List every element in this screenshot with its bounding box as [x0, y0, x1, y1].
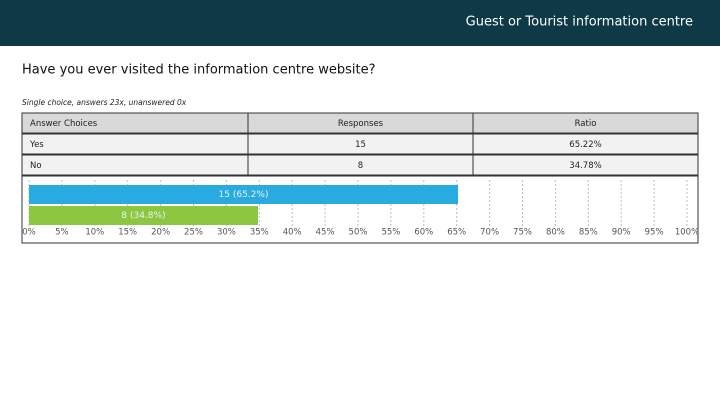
x-tick-label: 0% — [22, 228, 36, 238]
cell-text: No — [30, 161, 42, 171]
cell-text: 65.22% — [569, 140, 601, 150]
x-tick-label: 5% — [55, 228, 69, 238]
subtitle: Single choice, answers 23x, unanswered 0… — [22, 98, 187, 107]
cell-text: 8 — [358, 161, 363, 171]
x-tick-label: 10% — [85, 228, 104, 238]
question: Have you ever visited the information ce… — [22, 63, 375, 78]
table: Answer Choices Responses Ratio Yes 15 65.22% N… — [21, 112, 699, 176]
x-tick-label: 30% — [217, 228, 236, 238]
cell — [472, 133, 699, 155]
x-tick-label: 100% — [675, 228, 699, 238]
x-tick-label: 15% — [118, 228, 137, 238]
x-tick-label: 70% — [480, 228, 499, 238]
column-header: Responses — [338, 119, 384, 129]
x-tick-label: 85% — [579, 228, 598, 238]
x-tick-label: 60% — [414, 228, 433, 238]
column-header: Answer Choices — [30, 119, 98, 129]
header-title: Guest or Tourist information centre — [466, 15, 693, 30]
x-tick-label: 55% — [381, 228, 400, 238]
x-tick-label: 75% — [513, 228, 532, 238]
x-tick-label: 20% — [151, 228, 170, 238]
x-tick-label: 50% — [349, 228, 368, 238]
x-tick-label: 35% — [250, 228, 269, 238]
cell-text: 15 — [355, 140, 366, 150]
x-tick-label: 80% — [546, 228, 565, 238]
header-cell — [472, 112, 699, 134]
bar — [29, 185, 459, 204]
x-tick-label: 90% — [612, 228, 631, 238]
x-tick-label: 25% — [184, 228, 203, 238]
x-tick-label: 95% — [645, 228, 664, 238]
cell — [21, 154, 249, 176]
x-tick-label: 45% — [316, 228, 335, 238]
cell-text: Yes — [29, 140, 44, 150]
bar — [29, 206, 258, 225]
x-tick-label: 40% — [283, 228, 302, 238]
cell-text: 34.78% — [569, 161, 601, 171]
cell — [472, 154, 699, 176]
chart: 0% 5% 10% 15% 20% 25% 30% 35% 40% 45% 50% 55% 60% 65%… — [22, 180, 699, 238]
data-label: 8 (34.8%) — [121, 211, 165, 221]
header-bar — [0, 0, 720, 46]
x-tick-label: 65% — [447, 228, 466, 238]
data-label: 15 (65.2%) — [219, 190, 269, 200]
column-header: Ratio — [575, 119, 597, 129]
cell — [21, 133, 249, 155]
